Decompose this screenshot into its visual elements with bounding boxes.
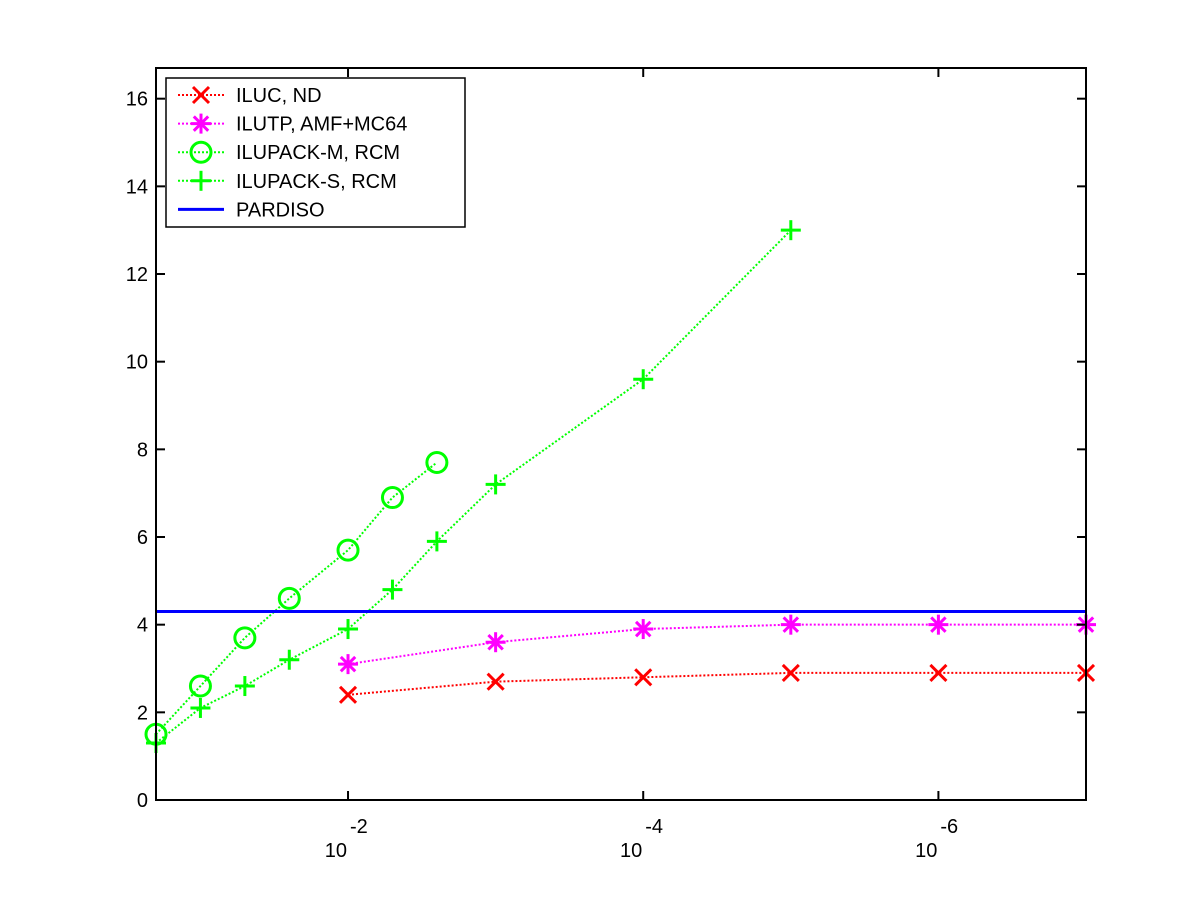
series-line — [347, 623, 1086, 666]
data-point — [336, 538, 360, 562]
data-point — [486, 672, 505, 691]
y-tick-label: 16 — [126, 89, 148, 111]
data-point — [338, 654, 359, 675]
x-tick-label: 10 — [325, 840, 347, 862]
data-point — [425, 450, 449, 474]
data-point — [233, 626, 257, 650]
data-point — [380, 486, 404, 510]
x-tick-exponent: -4 — [645, 816, 663, 838]
data-point — [781, 663, 800, 682]
series-line — [347, 671, 1086, 696]
y-tick-label: 12 — [126, 264, 148, 286]
series-layer — [144, 220, 1096, 754]
legend-label: ILUC, ND — [236, 85, 322, 107]
data-point — [338, 685, 358, 704]
legend-item: ILUTP, AMF+MC64 — [178, 113, 407, 136]
legend-label: ILUPACK-S, RCM — [236, 171, 397, 193]
series-3 — [146, 220, 801, 754]
series-line — [155, 229, 792, 744]
x-tick-exponent: -2 — [350, 816, 368, 838]
axes-box — [155, 67, 1087, 801]
data-point — [634, 668, 653, 687]
data-point — [633, 619, 654, 640]
legend: ILUC, ND ILUTP, AMF+MC64 ILUPACK-M, RCM ILU… — [165, 77, 466, 228]
y-tick-label: 4 — [137, 615, 148, 637]
legend-item: ILUC, ND — [178, 85, 322, 107]
data-point — [426, 531, 447, 552]
x-tick-label: 10 — [915, 840, 937, 862]
x-tick-exponent: -6 — [940, 816, 958, 838]
legend-item: ILUPACK-M, RCM — [178, 140, 400, 164]
legend-marker — [189, 140, 213, 164]
data-point — [188, 674, 212, 698]
data-point — [633, 369, 654, 390]
legend-item: ILUPACK-S, RCM — [178, 170, 397, 193]
legend-marker — [191, 113, 211, 134]
data-point — [928, 614, 949, 635]
data-point — [190, 697, 211, 718]
y-tick-label: 14 — [126, 176, 148, 198]
data-point — [234, 676, 255, 697]
data-point — [279, 649, 300, 670]
data-point — [485, 474, 506, 495]
data-point — [929, 663, 948, 682]
legend-item: PARDISO — [178, 199, 325, 221]
legend-marker — [191, 85, 211, 105]
legend-label: ILUPACK-M, RCM — [236, 142, 400, 164]
data-point — [780, 220, 801, 241]
y-tick-label: 10 — [126, 352, 148, 374]
data-point — [780, 614, 801, 635]
series-line — [155, 461, 438, 735]
x-tick-label: 10 — [620, 840, 642, 862]
legend-label: PARDISO — [236, 199, 325, 221]
legend-label: ILUTP, AMF+MC64 — [236, 114, 407, 136]
data-point — [338, 619, 359, 640]
y-tick-label: 0 — [137, 790, 148, 812]
data-point — [485, 632, 506, 653]
y-tick-label: 6 — [137, 527, 148, 549]
data-point — [277, 586, 301, 610]
data-point — [382, 579, 403, 600]
y-tick-label: 2 — [137, 702, 148, 724]
y-tick-label: 8 — [137, 439, 148, 461]
legend-marker — [191, 170, 211, 191]
